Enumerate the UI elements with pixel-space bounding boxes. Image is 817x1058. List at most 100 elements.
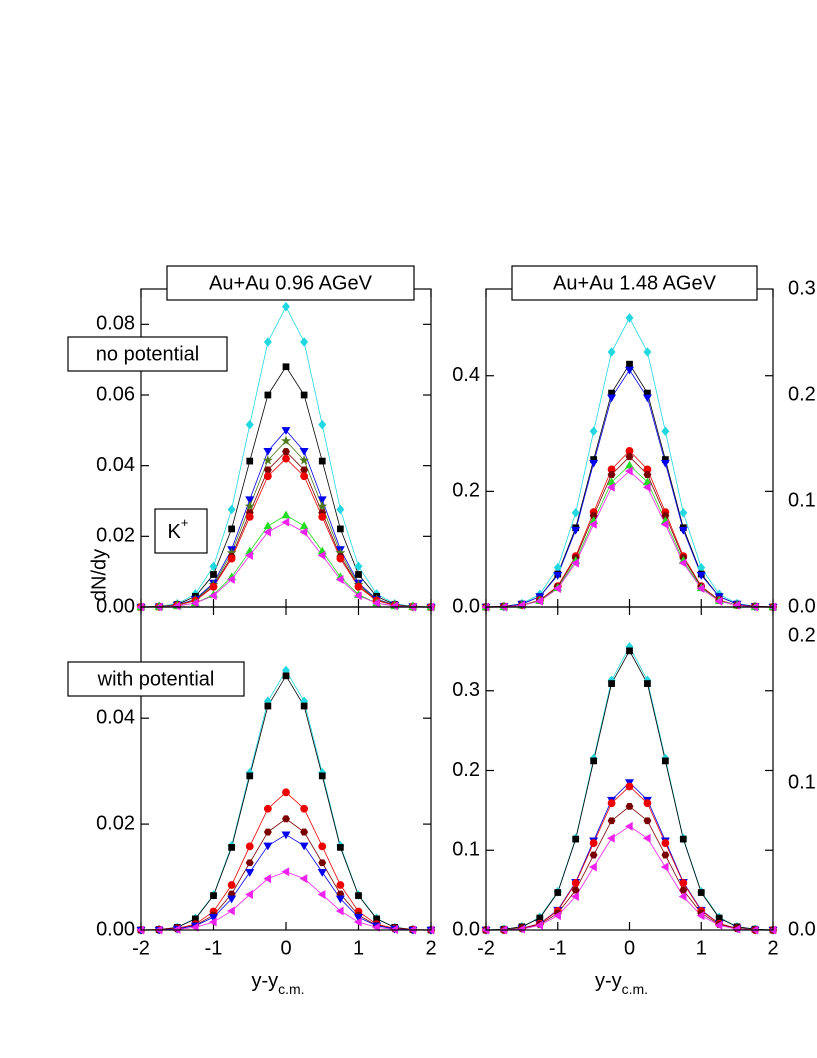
marker bbox=[589, 519, 597, 529]
marker bbox=[589, 426, 598, 437]
marker bbox=[317, 501, 328, 511]
x-tick-label: -2 bbox=[132, 937, 150, 959]
marker bbox=[589, 512, 598, 520]
marker bbox=[696, 584, 705, 593]
marker bbox=[263, 466, 272, 474]
marker bbox=[245, 550, 253, 560]
marker bbox=[372, 598, 380, 608]
series-line bbox=[140, 675, 432, 931]
marker bbox=[245, 890, 253, 900]
marker bbox=[662, 757, 669, 765]
panel-title: Au+Au 0.96 AGeV bbox=[209, 272, 373, 294]
marker bbox=[263, 828, 272, 836]
marker bbox=[300, 391, 308, 399]
marker bbox=[282, 301, 290, 312]
marker bbox=[572, 835, 580, 843]
marker bbox=[643, 347, 652, 357]
y-tick-label: 0.08 bbox=[96, 313, 135, 335]
marker bbox=[209, 582, 218, 591]
marker bbox=[571, 507, 580, 518]
annotation-sup: + bbox=[181, 515, 189, 530]
marker bbox=[209, 561, 218, 572]
marker bbox=[372, 922, 380, 932]
marker bbox=[263, 472, 272, 481]
title-box bbox=[166, 265, 415, 301]
marker bbox=[660, 519, 669, 529]
y-tick-label: 0.2 bbox=[452, 480, 480, 502]
marker bbox=[696, 572, 706, 580]
series-line bbox=[485, 363, 774, 608]
marker bbox=[190, 922, 199, 932]
marker bbox=[607, 833, 615, 843]
marker bbox=[336, 504, 345, 515]
panel-frame bbox=[485, 606, 774, 931]
x-tick-label: 2 bbox=[767, 937, 778, 959]
marker bbox=[300, 337, 309, 347]
y-tick-label: 0.1 bbox=[452, 839, 480, 861]
marker bbox=[282, 363, 290, 371]
marker bbox=[607, 482, 615, 492]
x-tick-label: -1 bbox=[549, 937, 567, 959]
marker bbox=[589, 851, 598, 859]
marker bbox=[335, 906, 344, 916]
marker bbox=[696, 911, 705, 921]
marker bbox=[535, 596, 543, 606]
marker bbox=[281, 427, 291, 435]
marker bbox=[337, 525, 344, 533]
marker bbox=[245, 513, 254, 521]
marker bbox=[227, 554, 236, 563]
marker bbox=[643, 799, 652, 808]
series-line bbox=[140, 791, 432, 931]
marker bbox=[190, 598, 199, 608]
y-tick-label: 0.4 bbox=[452, 364, 480, 386]
series-line bbox=[485, 650, 774, 931]
x-axis-label-main: y-y bbox=[251, 970, 278, 992]
marker bbox=[263, 527, 272, 537]
marker bbox=[281, 831, 291, 840]
marker bbox=[354, 582, 363, 591]
marker bbox=[317, 496, 327, 505]
marker bbox=[244, 501, 255, 511]
marker bbox=[679, 879, 688, 887]
marker bbox=[210, 892, 217, 899]
marker bbox=[353, 917, 362, 927]
y-tick-label: 0.1 bbox=[788, 489, 816, 511]
marker bbox=[678, 558, 687, 568]
marker bbox=[227, 504, 236, 515]
series-line bbox=[141, 871, 431, 931]
panel-title: Au+Au 1.48 AGeV bbox=[553, 272, 717, 294]
marker bbox=[553, 911, 561, 921]
annotation: with potential bbox=[97, 668, 215, 690]
marker bbox=[661, 426, 670, 437]
marker bbox=[300, 702, 308, 710]
title-box bbox=[511, 265, 758, 301]
marker bbox=[607, 471, 616, 479]
x-axis-label-sub: c.m. bbox=[278, 981, 304, 997]
marker bbox=[300, 804, 309, 813]
marker bbox=[299, 874, 308, 884]
marker bbox=[624, 821, 633, 831]
marker bbox=[589, 839, 598, 847]
y-tick-label: 0.04 bbox=[96, 454, 135, 476]
y-tick-label: 0.0 bbox=[452, 595, 480, 617]
series-line bbox=[140, 365, 432, 608]
y-tick-label: 0.02 bbox=[96, 525, 135, 547]
series-line bbox=[485, 456, 774, 608]
x-tick-label: 1 bbox=[696, 937, 707, 959]
marker bbox=[355, 571, 362, 578]
marker bbox=[336, 881, 345, 889]
marker bbox=[282, 788, 290, 797]
x-tick-label: -2 bbox=[477, 937, 495, 959]
marker bbox=[245, 496, 255, 505]
marker bbox=[625, 453, 634, 461]
marker bbox=[678, 526, 688, 535]
marker bbox=[208, 917, 217, 927]
marker bbox=[661, 839, 670, 847]
marker bbox=[282, 454, 290, 463]
marker bbox=[317, 890, 326, 900]
y-tick-label: 0.2 bbox=[452, 759, 480, 781]
x-axis-label: y-yc.m. bbox=[251, 970, 304, 996]
marker bbox=[299, 842, 309, 851]
marker bbox=[318, 842, 327, 851]
